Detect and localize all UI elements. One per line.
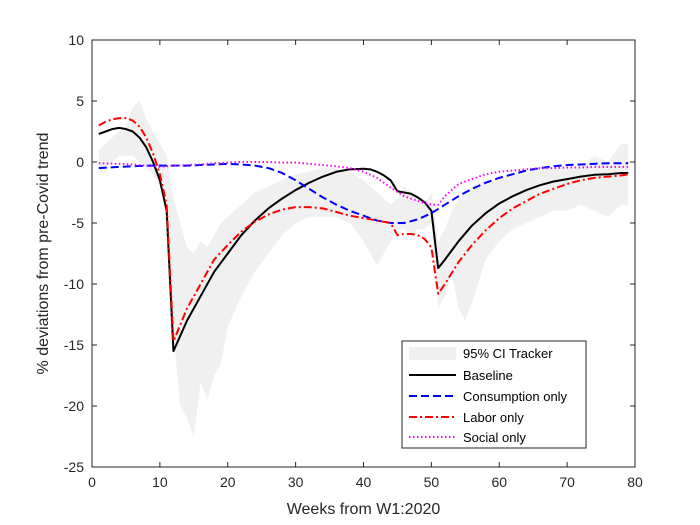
- y-tick-label: -10: [64, 276, 84, 292]
- y-tick-label: 0: [76, 154, 84, 170]
- legend-label-social: Social only: [463, 430, 526, 445]
- y-tick-label: 10: [68, 32, 84, 48]
- x-axis-label: Weeks from W1:2020: [287, 501, 441, 518]
- x-tick-label: 0: [88, 474, 96, 490]
- y-tick-label: 5: [76, 93, 84, 109]
- series-line-labor-only: [98, 117, 629, 343]
- legend-label-labor: Labor only: [463, 410, 524, 425]
- legend-label-band: 95% CI Tracker: [463, 346, 553, 361]
- series-layer: [98, 117, 629, 353]
- x-tick-label: 60: [491, 474, 507, 490]
- y-tick-label: -25: [64, 459, 84, 475]
- x-tick-label: 30: [288, 474, 304, 490]
- x-tick-label: 80: [627, 474, 643, 490]
- y-tick-label: -5: [72, 215, 85, 231]
- ci-band: [98, 101, 629, 437]
- y-tick-label: -15: [64, 337, 84, 353]
- ci-band-layer: [98, 101, 629, 437]
- x-tick-label: 50: [424, 474, 440, 490]
- legend-label-baseline: Baseline: [463, 368, 513, 383]
- series-line-baseline: [98, 126, 629, 353]
- legend: 95% CI Tracker Baseline Consumption only…: [401, 340, 587, 449]
- x-tick-label: 10: [152, 474, 168, 490]
- x-tick-label: 70: [559, 474, 575, 490]
- y-axis-label: % deviations from pre-Covid trend: [35, 133, 52, 375]
- series-line-social-only: [98, 161, 629, 206]
- legend-label-consumption: Consumption only: [463, 389, 568, 404]
- y-tick-label: -20: [64, 398, 84, 414]
- x-tick-label: 40: [356, 474, 372, 490]
- x-tick-label: 20: [220, 474, 236, 490]
- legend-swatch-band: [409, 347, 456, 360]
